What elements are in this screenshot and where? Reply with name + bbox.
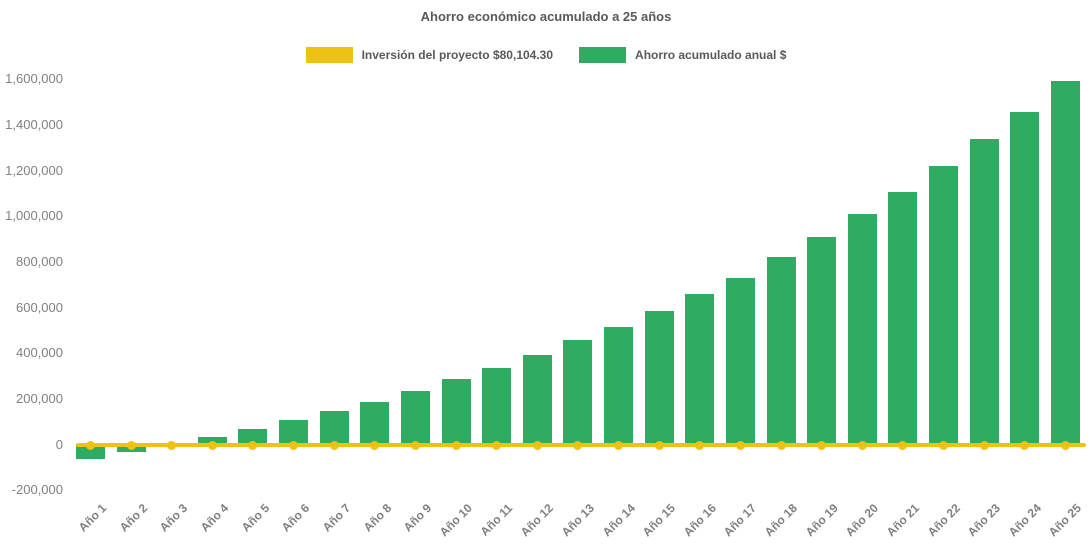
line-marker-icon xyxy=(86,440,95,450)
line-marker-icon xyxy=(654,440,664,450)
line-marker-icon xyxy=(451,440,461,450)
line-marker-icon xyxy=(735,440,745,450)
line-marker-icon xyxy=(207,440,217,450)
line-marker-icon xyxy=(857,440,867,450)
y-tick-label: 1,200,000 xyxy=(5,162,63,178)
line-marker-icon xyxy=(695,440,705,450)
x-tick-label: Año 3 xyxy=(157,501,191,535)
y-tick-label: 400,000 xyxy=(16,345,63,361)
x-tick-label: Año 7 xyxy=(319,501,354,535)
x-tick-label: Año 18 xyxy=(761,501,800,540)
x-tick-label: Año 6 xyxy=(279,501,313,535)
bar xyxy=(766,257,796,445)
line-marker-icon xyxy=(898,440,908,450)
x-tick-label: Año 19 xyxy=(802,501,841,540)
y-tick-label: 600,000 xyxy=(16,299,63,315)
line-marker-icon xyxy=(248,440,258,450)
bar xyxy=(604,327,634,445)
chart-title: Ahorro económico acumulado a 25 años xyxy=(420,9,672,24)
bar xyxy=(76,444,105,460)
bar xyxy=(725,278,755,445)
line-marker-icon xyxy=(939,440,949,450)
x-tick-label: Año 15 xyxy=(639,501,679,540)
x-tick-label: Año 17 xyxy=(721,501,760,540)
line-marker-icon xyxy=(329,440,339,450)
x-tick-label: Año 12 xyxy=(518,501,557,540)
y-tick-label: 800,000 xyxy=(16,254,63,270)
x-tick-label: Año 24 xyxy=(1005,501,1044,540)
y-tick-label: 200,000 xyxy=(16,391,63,407)
x-tick-label: Año 11 xyxy=(477,501,516,539)
x-tick-label: Año 20 xyxy=(842,501,882,540)
bar xyxy=(319,410,349,445)
y-tick-label: -200,000 xyxy=(11,482,63,498)
bar xyxy=(685,293,715,445)
bar xyxy=(1010,112,1040,445)
bar xyxy=(888,192,918,445)
legend-swatch-investment-icon xyxy=(305,47,353,63)
bar xyxy=(563,340,593,445)
line-marker-icon xyxy=(776,440,786,450)
x-tick-label: Año 2 xyxy=(116,501,151,535)
bar xyxy=(929,166,959,445)
bar xyxy=(969,139,999,445)
line-marker-icon xyxy=(532,440,542,450)
bar xyxy=(279,420,309,445)
x-tick-label: Año 16 xyxy=(680,501,719,540)
line-marker-icon xyxy=(817,440,827,450)
x-tick-label: Año 23 xyxy=(964,501,1004,540)
legend: Inversión del proyecto $80,104.30 Ahorro… xyxy=(0,47,1092,63)
line-marker-icon xyxy=(1060,440,1070,450)
bar xyxy=(644,310,674,445)
x-tick-label: Año 21 xyxy=(883,501,922,540)
y-tick-label: 0 xyxy=(55,436,63,452)
line-marker-icon xyxy=(614,440,624,450)
line-marker-icon xyxy=(126,440,136,450)
line-marker-icon xyxy=(410,440,420,450)
bar xyxy=(807,237,837,445)
line-marker-icon xyxy=(370,440,380,450)
x-tick-label: Año 8 xyxy=(360,501,394,535)
legend-label-savings: Ahorro acumulado anual $ xyxy=(635,48,787,62)
legend-item-savings[interactable]: Ahorro acumulado anual $ xyxy=(579,47,786,63)
x-tick-label: Año 25 xyxy=(1046,501,1085,540)
bar xyxy=(441,378,471,445)
line-marker-icon xyxy=(289,440,299,450)
line-marker-icon xyxy=(492,440,502,450)
bar xyxy=(400,390,430,445)
y-tick-label: 1,000,000 xyxy=(5,208,63,224)
bar xyxy=(1050,81,1080,445)
bar xyxy=(847,214,877,445)
x-tick-label: Año 9 xyxy=(400,501,435,535)
x-tick-label: Año 13 xyxy=(558,501,597,540)
x-tick-label: Año 14 xyxy=(599,501,638,540)
x-tick-label: Año 1 xyxy=(75,501,110,535)
line-marker-icon xyxy=(1020,440,1030,450)
bar xyxy=(522,354,552,445)
legend-label-investment: Inversión del proyecto $80,104.30 xyxy=(361,48,554,62)
bar xyxy=(238,429,268,445)
x-tick-label: Año 4 xyxy=(197,501,232,535)
x-tick-label: Año 22 xyxy=(924,501,963,540)
x-tick-label: Año 5 xyxy=(238,501,272,535)
y-tick-label: 1,400,000 xyxy=(5,117,63,133)
legend-swatch-savings-icon xyxy=(579,47,627,63)
y-tick-label: 1,600,000 xyxy=(5,71,63,87)
legend-item-investment[interactable]: Inversión del proyecto $80,104.30 xyxy=(305,47,554,63)
line-marker-icon xyxy=(979,440,989,450)
line-marker-icon xyxy=(167,440,177,450)
line-marker-icon xyxy=(573,440,583,450)
bar xyxy=(482,368,512,445)
x-tick-label: Año 10 xyxy=(436,501,475,540)
bar xyxy=(360,401,390,445)
